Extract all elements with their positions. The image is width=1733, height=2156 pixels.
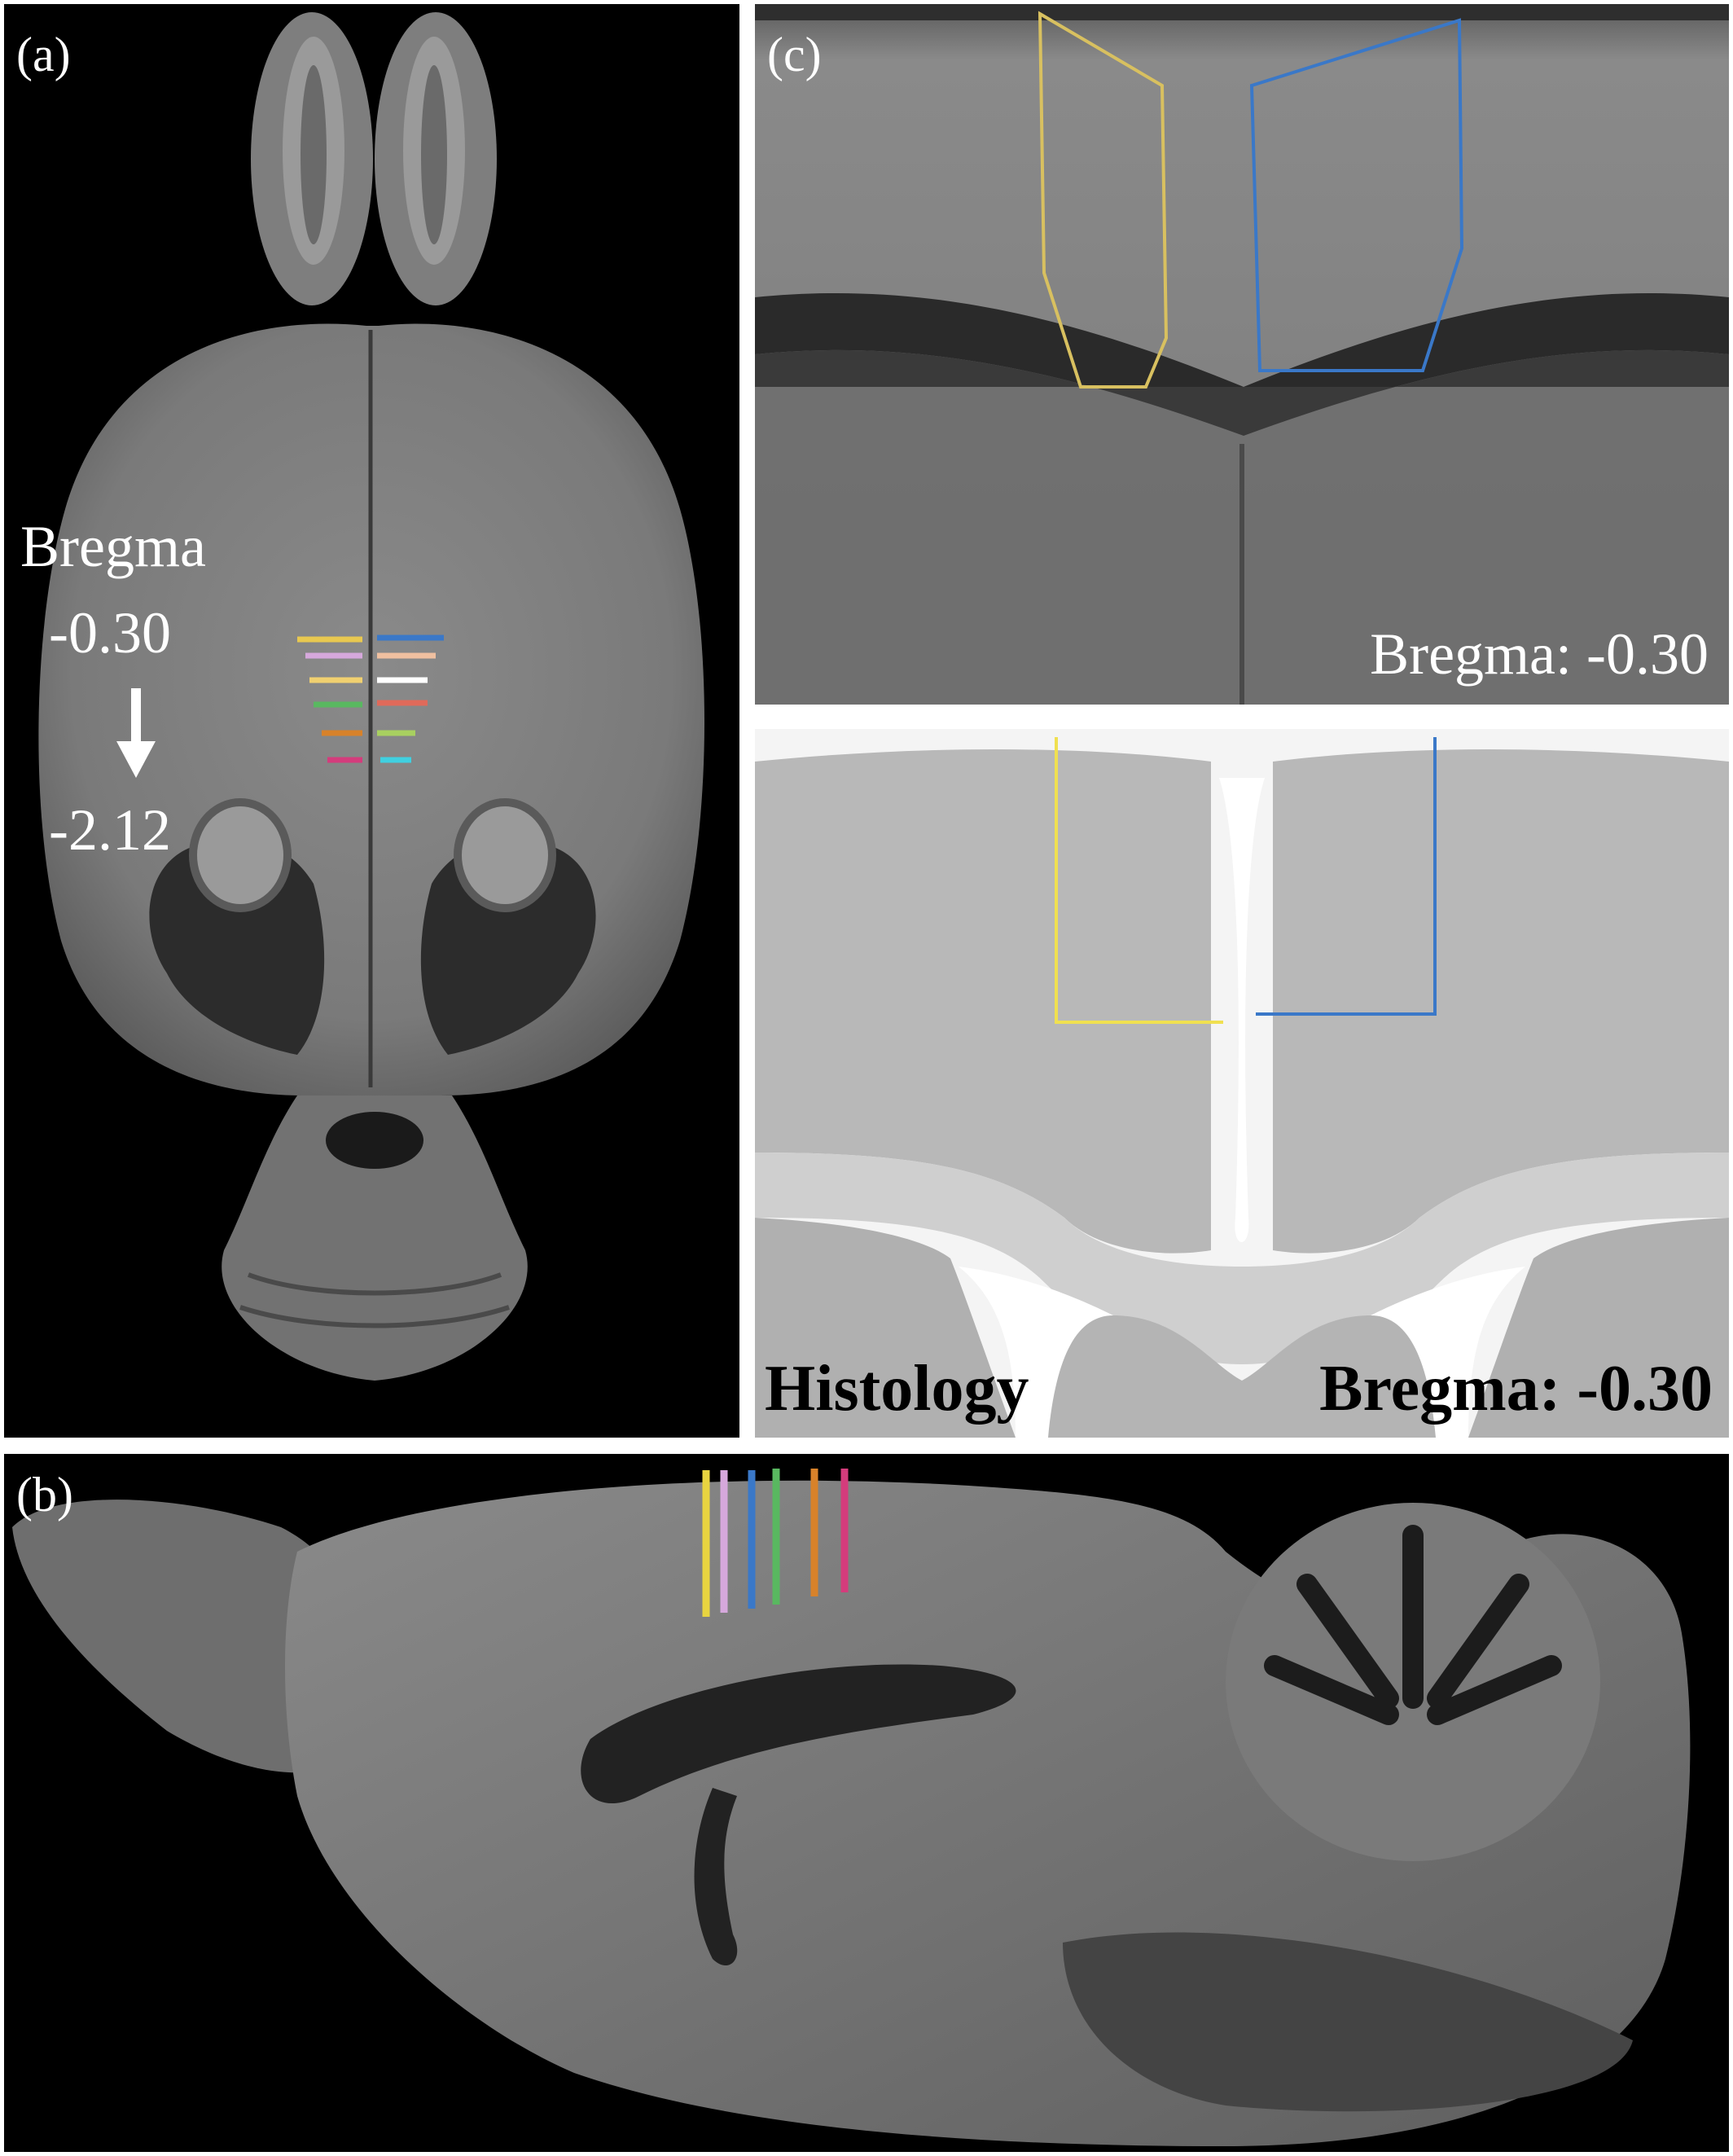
coronal-mri-image [755,4,1729,705]
bregma-start-value: -0.30 [49,600,171,665]
roi-right-outline [1249,18,1464,372]
roi-left-outline [1038,11,1169,389]
histology-image [755,737,1729,1438]
roi-left-rect [1055,737,1223,1024]
cerebellum [1226,1503,1600,1861]
panel-c-mri-coronal: (c) Bregma: -0.30 [755,4,1729,705]
panel-a-label: (a) [16,28,71,81]
bregma-histology-label: Bregma: -0.30 [1319,1353,1713,1425]
panel-b-sagittal-mri: (b) [4,1454,1729,2152]
hindbrain [222,1096,528,1381]
bregma-mri-label: Bregma: -0.30 [1370,621,1709,687]
slice-markers-axial [297,635,444,763]
axial-brain-image [38,12,704,1381]
bregma-end-value: -2.12 [49,797,171,863]
panel-c-label: (c) [767,28,822,81]
panel-c-histology: Histology Bregma: -0.30 [755,729,1729,1438]
panel-b-label: (b) [16,1468,73,1521]
olfactory-bulbs [251,12,497,305]
sagittal-brain-image [12,1469,1691,2146]
histology-label: Histology [765,1353,1029,1425]
panel-a-axial-mri: (a) Bregma -0.30 -2.12 [4,4,739,1438]
bregma-word: Bregma [20,514,206,579]
slice-markers-sagittal [702,1469,849,1617]
roi-right-rect [1256,737,1437,1016]
arrow-down-icon [116,688,156,778]
